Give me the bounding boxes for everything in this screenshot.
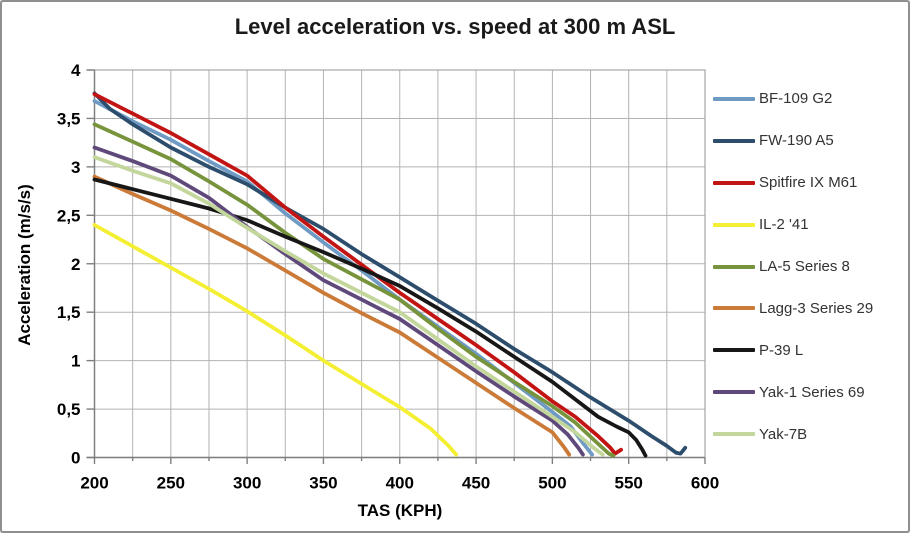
- x-tick-label: 500: [538, 474, 566, 493]
- legend: BF-109 G2 FW-190 A5 Spitfire IX M61 IL-2 '4…: [713, 78, 903, 455]
- tick-labels: 200 250 300 350 400 450 500 550 600 0 0,5 1 1,5 2 2,5 3…: [57, 61, 719, 493]
- legend-line-swatch: [713, 432, 755, 437]
- legend-item: Spitfire IX M61: [713, 162, 903, 204]
- y-tick-label: 2,5: [57, 206, 81, 225]
- series-line-fw-190-a5: [92, 91, 688, 456]
- series-line-lagg-3-series-29: [92, 174, 572, 457]
- legend-item: Yak-1 Series 69: [713, 371, 903, 413]
- legend-label: Yak-1 Series 69: [759, 383, 865, 401]
- legend-item: P-39 L: [713, 329, 903, 371]
- legend-label: P-39 L: [759, 341, 804, 359]
- legend-label: IL-2 '41: [759, 216, 809, 234]
- legend-item: LA-5 Series 8: [713, 246, 903, 288]
- legend-line-swatch: [713, 264, 755, 269]
- y-tick-label: 4: [71, 61, 81, 80]
- legend-line-swatch: [713, 180, 755, 185]
- series-line-yak-7b: [92, 155, 605, 457]
- y-tick-label: 1: [71, 352, 80, 371]
- x-axis-title: TAS (KPH): [358, 501, 443, 520]
- y-axis-title: Acceleration (m/s/s): [15, 184, 34, 346]
- x-tick-label: 600: [691, 474, 719, 493]
- legend-item: Yak-7B: [713, 413, 903, 455]
- legend-line-swatch: [713, 96, 755, 101]
- legend-label: Spitfire IX M61: [759, 174, 858, 192]
- legend-label: Lagg-3 Series 29: [759, 299, 874, 317]
- legend-label: FW-190 A5: [759, 132, 834, 150]
- y-tick-label: 1,5: [57, 303, 81, 322]
- chart-title: Level acceleration vs. speed at 300 m AS…: [234, 14, 676, 39]
- y-tick-label: 0,5: [57, 400, 81, 419]
- series-line-spitfire-ix-m61: [92, 92, 623, 456]
- series-lines: [92, 91, 688, 458]
- series-line-p-39-l: [92, 177, 648, 458]
- legend-label: Yak-7B: [759, 425, 808, 443]
- legend-label: BF-109 G2: [759, 90, 833, 108]
- legend-line-swatch: [713, 222, 755, 227]
- legend-item: Lagg-3 Series 29: [713, 287, 903, 329]
- series-line-la-5-series-8: [92, 122, 616, 458]
- axes: [86, 69, 706, 464]
- series-line-yak-1-series-69: [92, 145, 585, 457]
- legend-item: IL-2 '41: [713, 204, 903, 246]
- legend-item: BF-109 G2: [713, 78, 903, 120]
- x-tick-label: 450: [462, 474, 490, 493]
- legend-line-swatch: [713, 390, 755, 395]
- legend-label: LA-5 Series 8: [759, 258, 850, 275]
- y-tick-label: 2: [71, 255, 80, 274]
- x-tick-label: 400: [386, 474, 414, 493]
- y-tick-label: 3,5: [57, 109, 81, 128]
- legend-line-swatch: [713, 138, 755, 143]
- y-tick-label: 0: [71, 449, 80, 468]
- x-tick-label: 200: [80, 474, 108, 493]
- series-line-il-2-41: [92, 223, 459, 457]
- legend-line-swatch: [713, 348, 755, 353]
- x-tick-label: 350: [309, 474, 337, 493]
- x-tick-label: 550: [615, 474, 643, 493]
- x-tick-label: 300: [233, 474, 261, 493]
- series-line-bf-109-g2: [92, 99, 594, 457]
- y-tick-label: 3: [71, 158, 80, 177]
- x-tick-label: 250: [157, 474, 185, 493]
- legend-item: FW-190 A5: [713, 120, 903, 162]
- legend-line-swatch: [713, 306, 755, 311]
- gridlines: [94, 69, 706, 458]
